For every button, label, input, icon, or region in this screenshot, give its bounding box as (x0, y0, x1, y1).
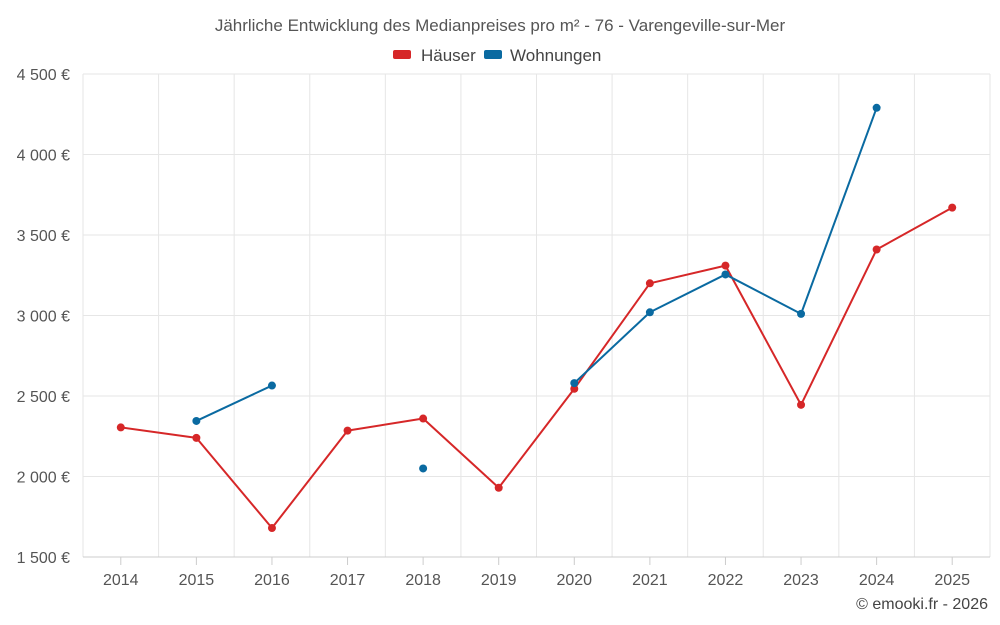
x-tick-label: 2022 (708, 572, 744, 589)
series-wohnungen (192, 103, 881, 473)
data-point-hauser[interactable] (494, 483, 503, 492)
y-tick-label: 2 500 € (17, 389, 70, 406)
series-line-wohnungen (195, 384, 273, 422)
data-point-wohnungen[interactable] (570, 379, 579, 388)
data-point-wohnungen[interactable] (721, 270, 730, 279)
x-tick-label: 2021 (632, 572, 668, 589)
y-tick-label: 1 500 € (17, 550, 70, 567)
credit-text: © emooki.fr - 2026 (856, 596, 988, 613)
axes: 1 500 € 2 000 € 2 500 € 3 000 € 3 500 € 4 000… (17, 67, 970, 589)
x-tick-label: 2023 (783, 572, 819, 589)
series-line-hauser (120, 206, 953, 530)
chart-title: Jährliche Entwicklung des Medianpreises … (215, 16, 786, 35)
data-point-hauser[interactable] (721, 261, 730, 270)
x-tick-label: 2025 (934, 572, 970, 589)
data-point-hauser[interactable] (419, 414, 428, 423)
data-point-wohnungen[interactable] (419, 464, 428, 473)
data-point-hauser[interactable] (948, 203, 957, 212)
data-point-wohnungen[interactable] (267, 381, 276, 390)
data-point-hauser[interactable] (116, 423, 125, 432)
series (116, 103, 957, 533)
legend-label-wohnungen: Wohnungen (510, 46, 601, 65)
legend: Häuser Wohnungen (393, 46, 601, 65)
data-point-hauser[interactable] (872, 245, 881, 254)
x-tick-label: 2014 (103, 572, 139, 589)
y-tick-label: 4 000 € (17, 148, 70, 165)
data-point-hauser[interactable] (343, 426, 352, 435)
x-tick-label: 2019 (481, 572, 517, 589)
y-tick-label: 3 500 € (17, 228, 70, 245)
y-tick-label: 4 500 € (17, 67, 70, 84)
data-point-wohnungen[interactable] (645, 308, 654, 317)
legend-item-hauser[interactable]: Häuser (393, 46, 476, 65)
data-point-hauser[interactable] (797, 400, 806, 409)
x-tick-label: 2016 (254, 572, 290, 589)
x-tick-label: 2015 (179, 572, 215, 589)
y-tick-label: 3 000 € (17, 309, 70, 326)
legend-label-hauser: Häuser (421, 46, 476, 65)
x-tick-label: 2018 (405, 572, 441, 589)
legend-swatch-wohnungen (484, 50, 502, 59)
series-hauser (116, 203, 957, 533)
data-point-wohnungen[interactable] (192, 416, 201, 425)
data-point-hauser[interactable] (570, 384, 579, 393)
legend-item-wohnungen[interactable]: Wohnungen (484, 46, 601, 65)
data-point-hauser[interactable] (267, 524, 276, 533)
data-point-hauser[interactable] (645, 279, 654, 288)
data-point-wohnungen[interactable] (797, 309, 806, 318)
x-tick-label: 2024 (859, 572, 895, 589)
x-tick-label: 2017 (330, 572, 366, 589)
x-tick-label: 2020 (556, 572, 592, 589)
data-point-wohnungen[interactable] (872, 103, 881, 112)
legend-swatch-hauser (393, 50, 411, 59)
y-tick-label: 2 000 € (17, 470, 70, 487)
data-point-hauser[interactable] (192, 433, 201, 442)
grid (82, 73, 991, 558)
